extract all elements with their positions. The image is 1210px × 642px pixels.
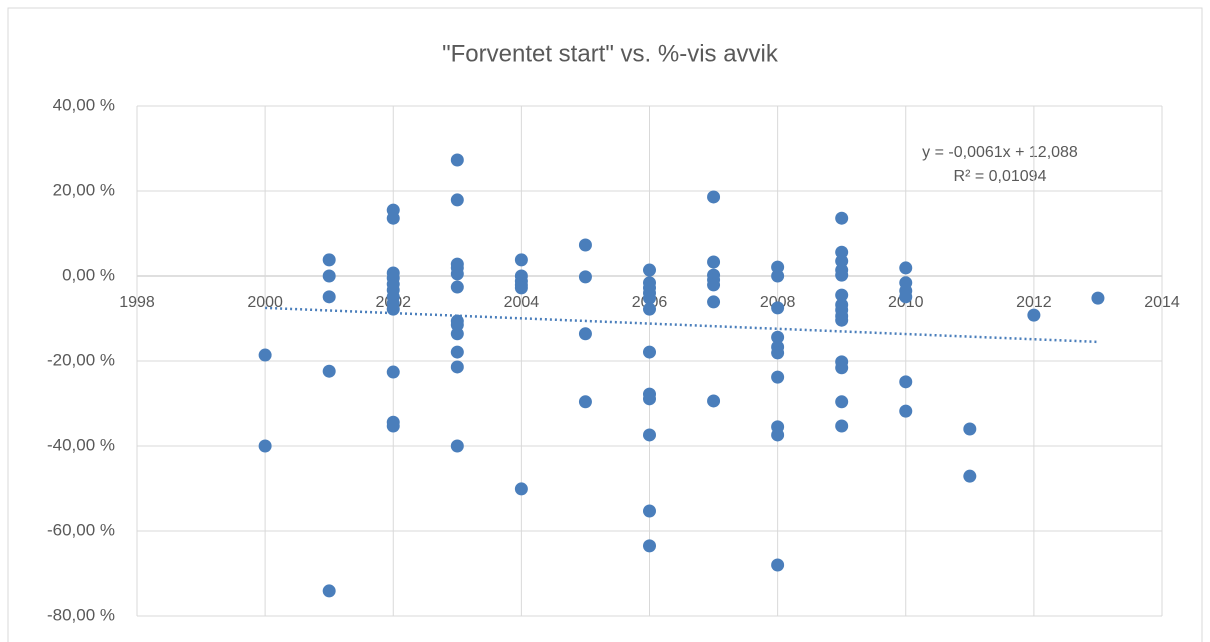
x-tick-label: 2012 xyxy=(1016,294,1052,311)
scatter-point xyxy=(835,313,849,327)
scatter-point xyxy=(963,422,977,436)
scatter-point xyxy=(707,278,721,292)
scatter-point xyxy=(514,482,528,496)
scatter-point xyxy=(835,211,849,225)
y-tick-label: -80,00 % xyxy=(47,605,115,624)
scatter-point xyxy=(771,428,785,442)
scatter-point xyxy=(643,539,656,553)
x-tick-label: 2004 xyxy=(504,294,540,311)
scatter-point xyxy=(322,364,336,378)
x-tick-label: 2000 xyxy=(247,294,283,311)
scatter-point xyxy=(258,439,272,453)
scatter-point xyxy=(643,345,656,359)
scatter-point xyxy=(899,290,913,304)
scatter-point xyxy=(386,419,400,433)
scatter-point xyxy=(450,193,464,207)
trend-equation: y = -0,0061x + 12,088 xyxy=(922,144,1078,161)
scatter-point xyxy=(450,318,464,332)
scatter-point xyxy=(514,253,528,267)
scatter-point xyxy=(835,288,849,302)
scatter-point xyxy=(322,584,336,598)
trendline xyxy=(265,306,1098,344)
y-tick-label: -40,00 % xyxy=(47,435,115,454)
scatter-point xyxy=(771,330,785,344)
y-tick-label: 0,00 % xyxy=(62,265,115,284)
scatter-point xyxy=(322,253,336,267)
x-tick-label: 1998 xyxy=(119,294,155,311)
scatter-point xyxy=(450,439,464,453)
scatter-point xyxy=(1027,308,1041,322)
scatter-point xyxy=(771,346,785,360)
scatter-point xyxy=(643,392,656,406)
chart-frame xyxy=(7,7,1203,642)
scatter-point xyxy=(835,395,849,409)
scatter-point xyxy=(386,365,400,379)
scatter-point xyxy=(386,211,400,225)
scatter-point xyxy=(771,558,785,572)
scatter-point xyxy=(450,345,464,359)
scatter-point xyxy=(578,327,592,341)
scatter-point xyxy=(514,281,528,295)
scatter-point xyxy=(835,268,849,282)
scatter-point xyxy=(643,291,656,305)
scatter-point xyxy=(835,254,849,268)
scatter-point xyxy=(707,394,721,408)
y-tick-label: -20,00 % xyxy=(47,350,115,369)
trend-r2: R² = 0,01094 xyxy=(954,168,1047,185)
scatter-point xyxy=(450,267,464,281)
scatter-point xyxy=(963,469,977,483)
scatter-point xyxy=(771,370,785,384)
y-tick-label: 20,00 % xyxy=(53,180,115,199)
scatter-point xyxy=(578,238,592,252)
scatter-point xyxy=(258,348,272,362)
scatter-point xyxy=(835,245,849,259)
y-tick-label: 40,00 % xyxy=(53,95,115,114)
scatter-point xyxy=(450,280,464,294)
scatter-point xyxy=(578,270,592,284)
scatter-point xyxy=(450,360,464,374)
scatter-point xyxy=(707,255,721,269)
scatter-point xyxy=(322,269,336,283)
chart-title: "Forventet start" vs. %-vis avvik xyxy=(442,40,779,67)
scatter-point xyxy=(322,290,336,304)
scatter-point xyxy=(643,302,656,316)
x-tick-label: 2014 xyxy=(1144,294,1180,311)
scatter-point xyxy=(771,301,785,315)
scatter-point xyxy=(450,327,464,341)
scatter-point xyxy=(643,263,656,277)
scatter-point xyxy=(771,260,785,274)
scatter-point xyxy=(899,404,913,418)
scatter-point xyxy=(707,295,721,309)
scatter-point xyxy=(707,190,721,204)
scatter-point xyxy=(643,428,656,442)
scatter-point xyxy=(578,395,592,409)
y-tick-label: -60,00 % xyxy=(47,520,115,539)
scatter-point xyxy=(643,504,656,518)
scatter-point xyxy=(899,261,913,275)
scatter-point xyxy=(386,302,400,316)
scatter-point xyxy=(835,419,849,433)
scatter-point xyxy=(450,153,464,167)
scatter-point xyxy=(771,269,785,283)
scatter-point xyxy=(1091,291,1105,305)
scatter-point xyxy=(899,375,913,389)
scatter-point xyxy=(835,361,849,375)
